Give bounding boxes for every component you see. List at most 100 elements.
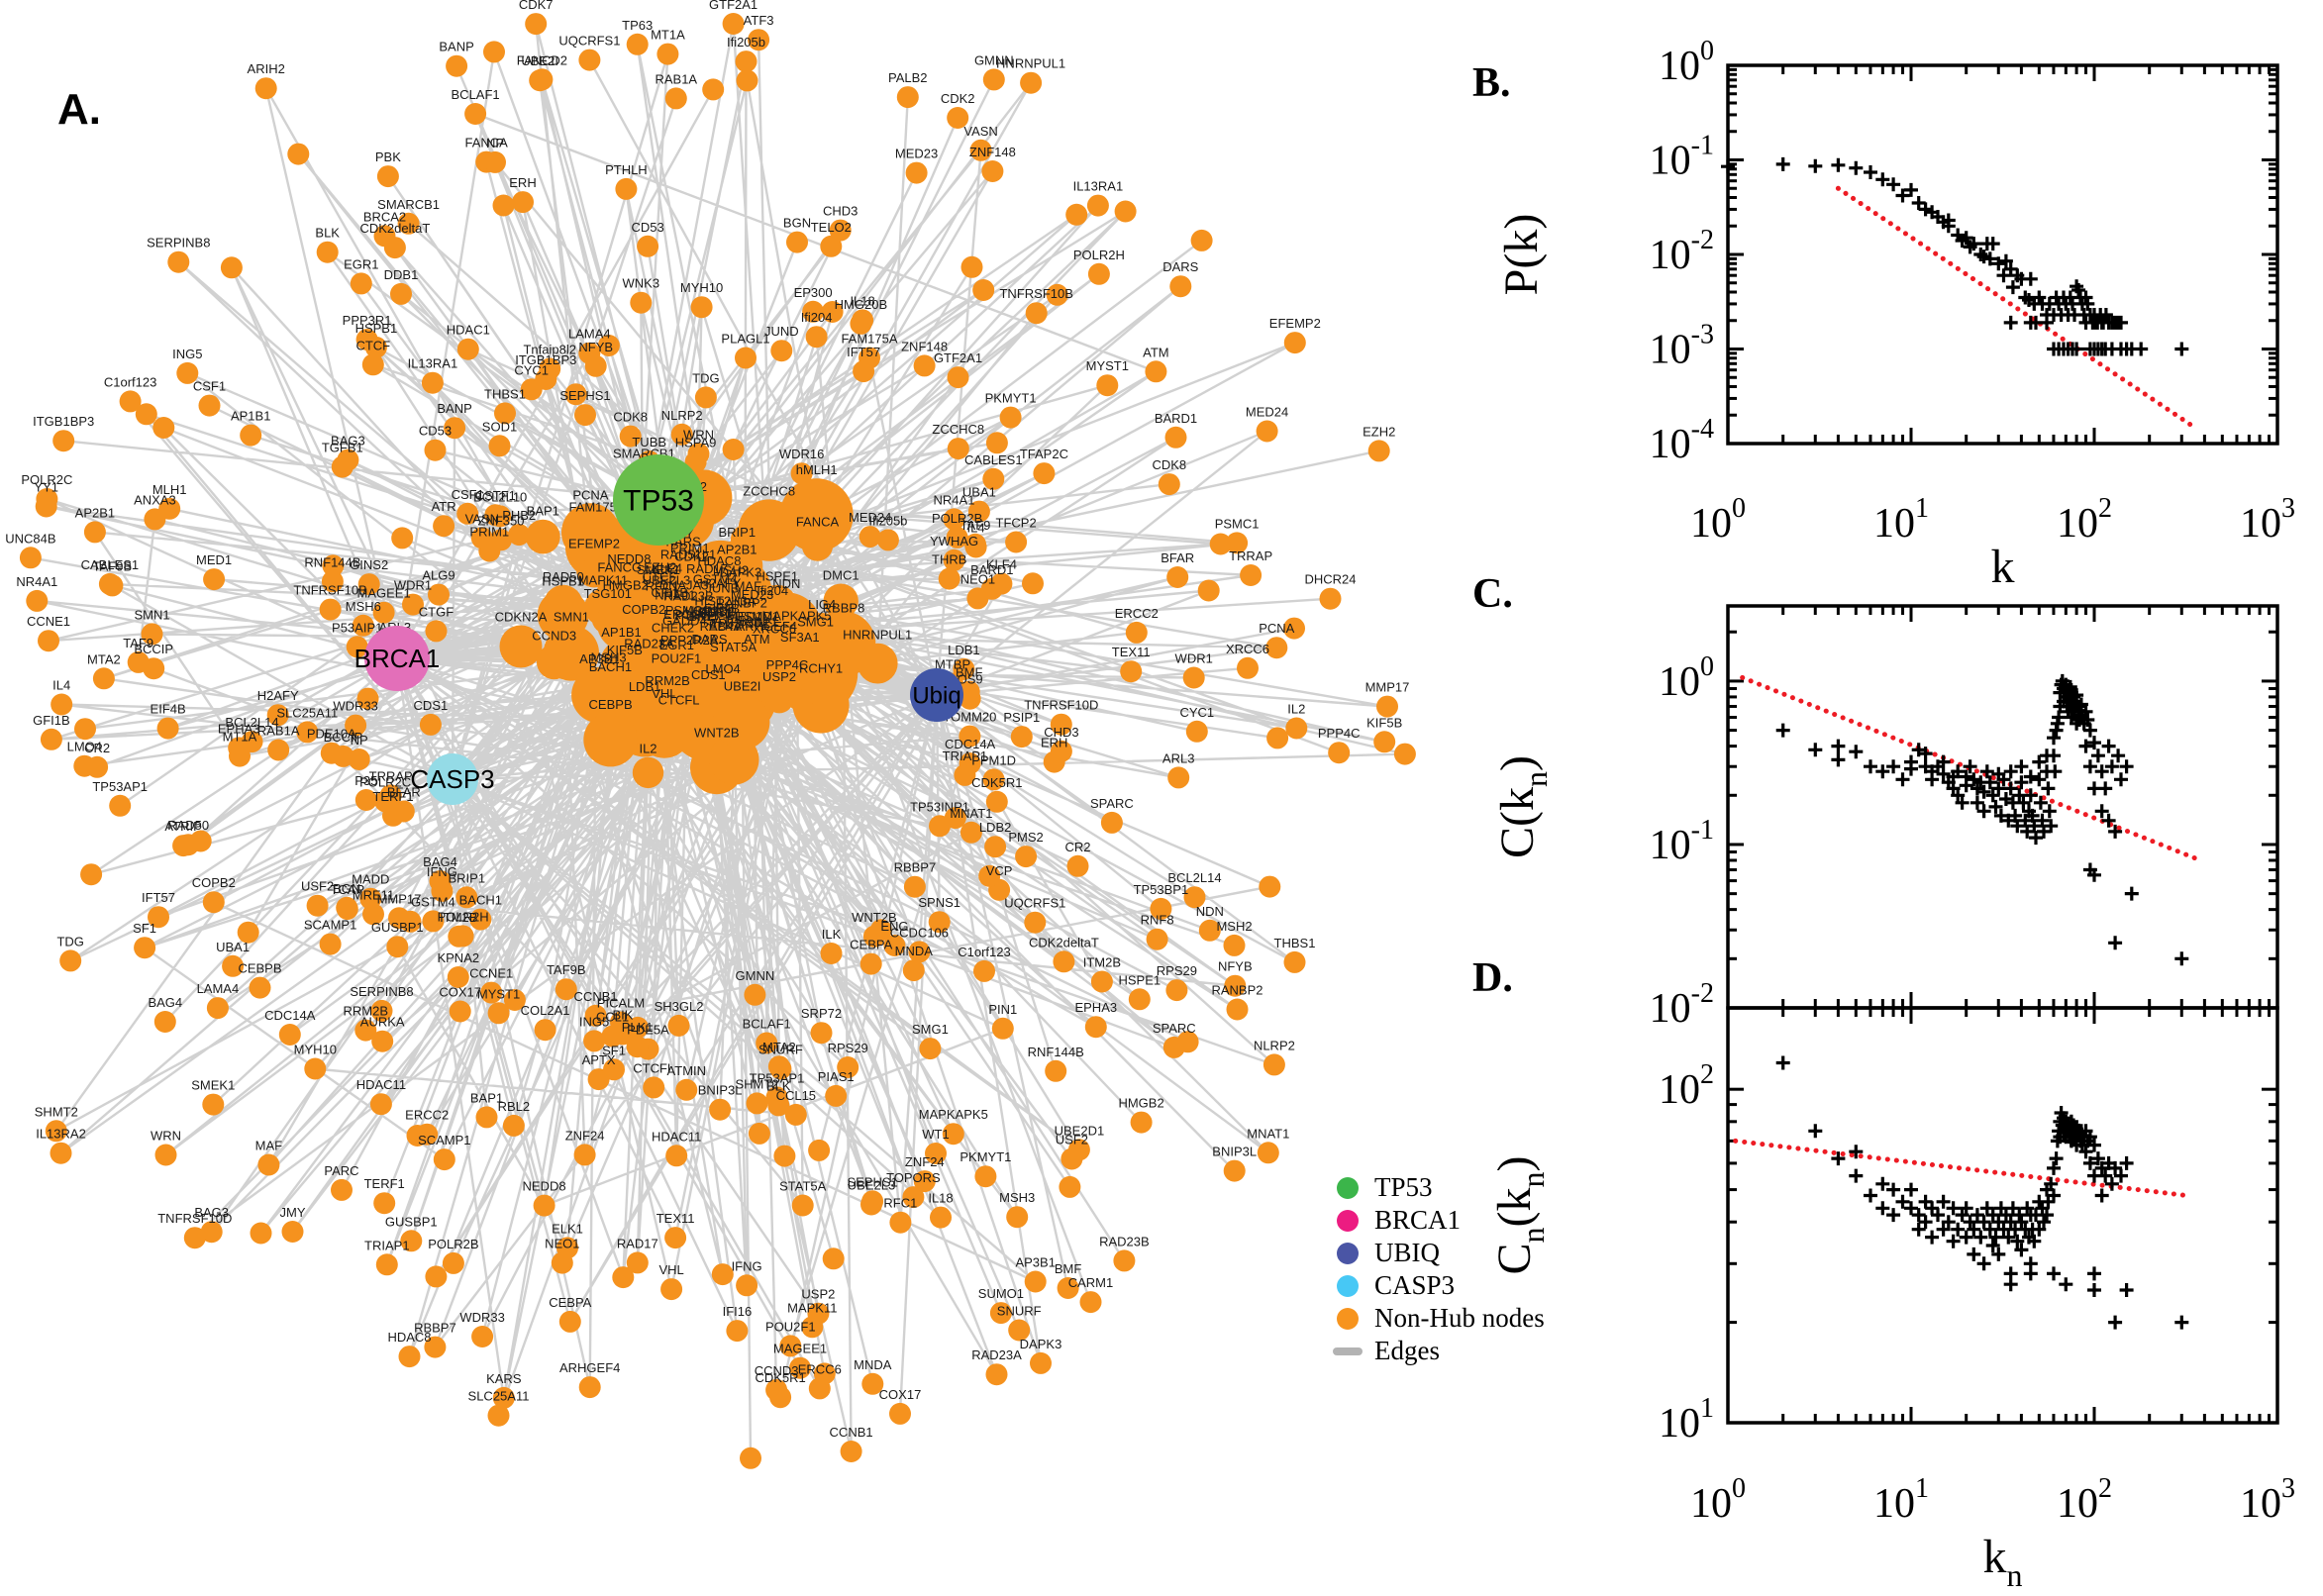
network-node [512,191,534,214]
network-node [456,338,479,360]
network-node [973,959,995,982]
network-node [494,402,516,425]
gene-label: SMEK1 [637,562,680,577]
gene-label: LDB2 [979,820,1012,835]
tick-label: 10-1 [1650,815,1714,868]
node-dot-swatch-icon [1337,1307,1359,1330]
network-node [487,1404,510,1427]
network-node [741,637,808,704]
network-node [222,954,245,977]
network-node [789,1356,811,1379]
gene-label: BAP1 [470,1090,503,1105]
network-node [583,1030,606,1052]
gene-label: GTF2A1 [934,350,982,365]
gene-label: CABLES1 [964,452,1023,467]
network-node [722,439,745,460]
network-node [241,731,263,753]
gene-label: UBA1 [962,485,996,500]
network-node [336,898,358,921]
gene-label: IL13RA2 [36,1127,86,1142]
network-node [52,430,75,452]
network-node [578,1376,601,1399]
gene-label: NEO1 [545,1237,579,1251]
legend-item-label: BRCA1 [1374,1205,1462,1235]
gene-label: BCLAF1 [452,87,500,102]
gene-label: IFT57 [142,890,175,905]
network-node [1164,426,1187,449]
gene-label: CDK2 [941,91,975,106]
gene-label: TNFRSF10D [157,1211,232,1226]
gene-label: PPP4C [1318,726,1361,741]
gene-label: WDR33 [459,1310,505,1325]
gene-label: CCL15 [776,1088,816,1103]
hub-node-casp3 [427,753,478,805]
network-node [1114,200,1137,223]
network-node [1100,811,1123,834]
gene-label: TDG [692,370,719,385]
network-node [172,835,195,857]
gene-label: WNT2B [852,910,897,925]
network-node [183,1227,206,1249]
gene-label: IL4 [52,678,70,693]
node-dot-swatch-icon [1337,1242,1359,1264]
network-node [583,712,638,767]
gene-label: RAB1A [257,724,300,739]
gene-label: BFAR [387,785,421,800]
gene-label: MAF [735,579,762,594]
network-node [801,530,834,561]
gene-label: EP300 [794,285,833,300]
gene-label: CDC14A [945,737,996,751]
network-node [1033,462,1056,485]
gene-label: UBE2I [724,679,761,694]
tick-label: 100 [1690,493,1746,547]
node-dot-swatch-icon [1337,1209,1359,1232]
gene-label: PTHLH [605,162,648,177]
network-node [1226,998,1249,1021]
gene-label: Ifi205b [727,35,765,50]
network-node [321,570,344,593]
network-node [421,371,444,394]
gene-label: CEBPB [238,961,281,976]
network-node [1197,579,1220,602]
gene-label: CSF1 [452,487,484,502]
gene-label: CDK2deltaT [359,221,430,236]
gene-label: Ifi204 [757,583,788,598]
network-node [889,1211,912,1234]
gene-label: NFYB [578,340,613,354]
network-node [627,1016,649,1039]
network-node [943,549,965,571]
network-node [499,625,543,668]
gene-label: DDB1 [384,267,419,282]
gene-label: ZNF24 [565,1128,605,1143]
gene-label: ITM2B [440,910,477,925]
gene-label: ARIH2 [248,61,285,76]
hub-node-brca1 [364,626,430,691]
network-node [373,1192,396,1215]
gene-label: ARL3 [1162,750,1195,765]
gene-label: VHL [658,1262,683,1277]
gene-label: CTCFL [658,693,700,708]
gene-label: STAT5A [779,1179,827,1194]
tick-label: 10-1 [1650,131,1714,184]
gene-label: BCL2L14 [1167,870,1221,885]
gene-label: CDK8 [613,410,648,425]
y-axis-label: Cn(kn) [1488,1156,1551,1275]
gene-label: JMY [280,1205,306,1220]
gene-label: SERPINB8 [147,236,210,250]
gene-label: DMC1 [823,568,859,583]
gene-label: ERH [1041,736,1067,750]
gene-label: USF2 [301,879,334,894]
legend-item-casp3: CASP3 [1337,1269,1545,1302]
fit-line [1740,674,2203,863]
gene-label: PPP3R1 [343,313,392,328]
gene-label: LMO4 [67,740,102,754]
gene-label: AP1B1 [601,625,641,640]
network-node [359,887,382,910]
network-node [154,1144,177,1166]
network-node [736,69,758,92]
network-node [1182,666,1205,689]
legend-item-label: Non-Hub nodes [1374,1303,1545,1333]
gene-label: CEBPA [549,1295,591,1310]
network-node [153,1011,176,1033]
gene-label: TERF1 [364,1176,405,1191]
